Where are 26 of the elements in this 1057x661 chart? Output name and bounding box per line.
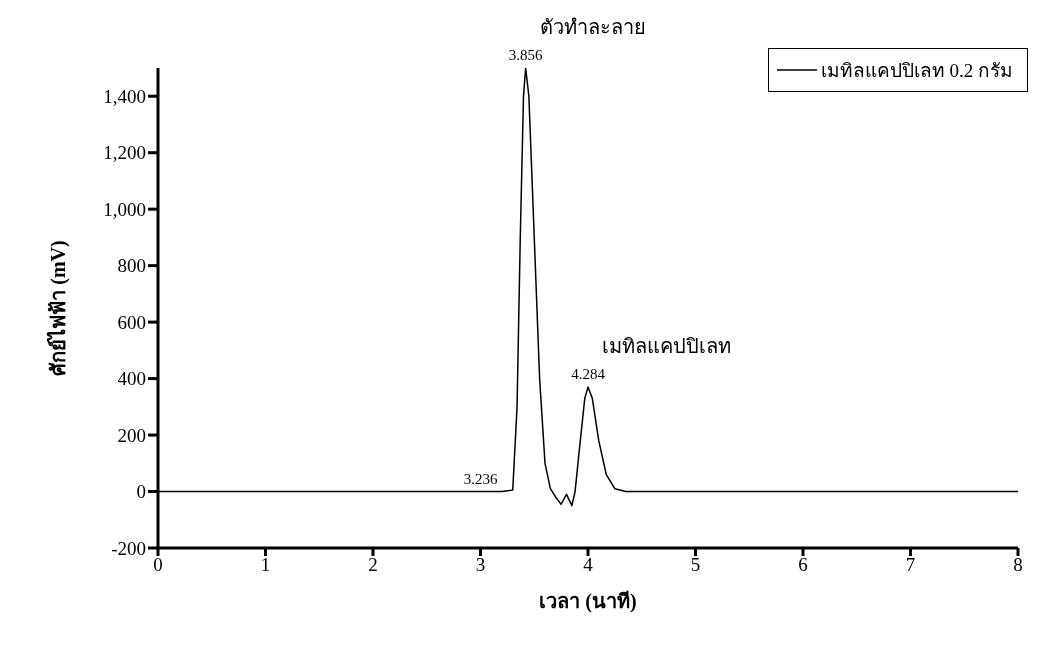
x-tick-label: 7 <box>905 554 916 576</box>
x-tick-label: 6 <box>798 554 808 576</box>
annotation: เมทิลแคปปิเลท <box>602 335 731 358</box>
x-tick-label: 4 <box>583 554 594 576</box>
x-tick-label: 2 <box>368 554 378 576</box>
y-tick-label: 0 <box>136 481 146 503</box>
y-axis-title: ศักย์ไฟฟ้า (mV) <box>46 240 71 376</box>
y-tick-label: 800 <box>117 255 146 277</box>
y-tick-label: 600 <box>117 311 146 333</box>
annotation: ตัวทำละลาย <box>539 16 646 38</box>
x-axis-title: เวลา (นาที) <box>539 590 637 613</box>
y-tick-label: 1,200 <box>103 142 146 164</box>
x-tick-label: 3 <box>475 554 486 576</box>
y-tick-label: 400 <box>117 368 146 390</box>
annotation: 3.236 <box>463 470 498 487</box>
x-tick-label: 5 <box>690 554 701 576</box>
y-tick-label: 1,000 <box>103 198 146 220</box>
annotation: 3.856 <box>508 47 544 63</box>
y-tick-label: 200 <box>117 424 146 446</box>
x-tick-label: 8 <box>1013 554 1023 576</box>
x-tick-label: 0 <box>153 554 163 576</box>
y-tick-label: 1,400 <box>103 85 146 107</box>
annotation: 4.284 <box>571 366 606 383</box>
x-tick-label: 1 <box>260 554 271 576</box>
legend-label: เมทิลแคปปิเลท 0.2 กรัม <box>820 59 1013 83</box>
y-tick-label: -200 <box>111 537 146 559</box>
